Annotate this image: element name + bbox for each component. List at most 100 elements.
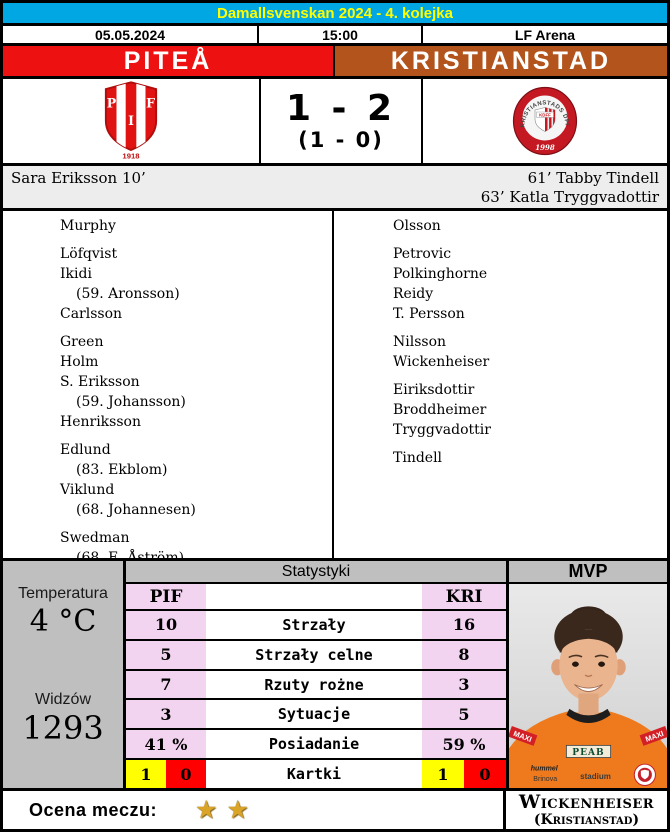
home-stat-value: 10: [126, 611, 206, 639]
sponsor-brinova: Brinova: [533, 776, 557, 783]
team-bar: PITEÅ KRISTIANSTAD: [3, 46, 667, 79]
away-stat-value: 8: [422, 640, 506, 669]
attendance-label: Widzów: [34, 691, 91, 708]
divider: [123, 561, 126, 788]
substitute-name: (83. Ekblom): [76, 462, 168, 478]
stat-label: Rzuty rożne: [264, 675, 364, 694]
away-stat-value: 3: [422, 670, 506, 699]
player-name: Petrovic: [393, 246, 452, 262]
substitute-name: (68. Johannesen): [76, 502, 196, 518]
away-scorer: 61’ Tabby Tindell: [527, 169, 659, 187]
away-scorers: 61’ Tabby Tindell 63’ Katla Tryggvadotti…: [481, 169, 659, 208]
substitute-name: (59. Aronsson): [76, 286, 180, 302]
away-stat-value: 59 %: [422, 730, 506, 759]
home-stat-value: 41 %: [126, 730, 206, 759]
lineup-divider: [332, 211, 334, 576]
away-team-name: KRISTIANSTAD: [335, 46, 667, 76]
away-logo-cell: KRISTIANSTADS DFF KDFF 1998: [423, 79, 667, 163]
fulltime-score: 1 - 2: [285, 88, 397, 129]
stat-label: Kartki: [286, 765, 342, 784]
halftime-score: (1 - 0): [298, 128, 384, 152]
match-date: 05.05.2024: [3, 26, 259, 43]
sponsor-hummel: hummel: [531, 766, 559, 773]
mvp-name-box: Wickenheiser (Kristianstad): [506, 791, 667, 829]
player-name: Henriksson: [60, 414, 141, 430]
bottom-section: Temperatura 4 °C Widzów 1293 Statystyki …: [3, 561, 667, 791]
away-logo-year: 1998: [535, 143, 555, 152]
mvp-photo: MAXI MAXI PEAB hummel Brinova stadium: [509, 584, 667, 788]
player-name: Edlund: [60, 442, 111, 458]
rating-row: Ocena meczu: ★ ★ Wickenheiser (Kristians…: [3, 791, 667, 829]
divider: [503, 791, 506, 829]
home-logo-letter-f: F: [146, 95, 155, 110]
player-name: Holm: [60, 354, 99, 370]
stat-row-corners: 7 Rzuty rożne 3: [126, 670, 506, 701]
mvp-title: MVP: [509, 561, 667, 584]
match-time: 15:00: [259, 26, 423, 43]
away-team-logo: KRISTIANSTADS DFF KDFF 1998: [512, 86, 578, 156]
away-scorer: 63’ Katla Tryggvadottir: [480, 188, 659, 206]
player-name: Nilsson: [393, 334, 447, 350]
player-name: Löfqvist: [60, 246, 118, 262]
home-scorer: Sara Eriksson 10’: [11, 169, 146, 187]
home-red-cards: 0: [166, 760, 206, 788]
away-cards: 1 0: [422, 760, 506, 788]
mvp-player-portrait: MAXI MAXI PEAB hummel Brinova stadium: [509, 584, 667, 788]
stat-label: Strzały celne: [255, 645, 373, 664]
home-lineup: Murphy Löfqvist Ikidi (59. Aronsson) Car…: [3, 211, 332, 576]
home-scorers: Sara Eriksson 10’: [11, 169, 146, 208]
home-logo-year: 1918: [122, 152, 140, 161]
player-name: Carlsson: [60, 306, 123, 322]
mvp-player-team: (Kristianstad): [533, 812, 640, 828]
score-row: P I F 1918 1 - 2 (1 - 0) KRISTIANSTADS D…: [3, 79, 667, 166]
home-stat-value: 7: [126, 670, 206, 699]
player-name: Broddheimer: [393, 402, 487, 418]
player-name: Swedman: [60, 530, 130, 546]
away-logo-shield-text: KDFF: [539, 112, 551, 117]
player-name: Polkinghorne: [393, 266, 488, 282]
home-abbr: PIF: [126, 584, 206, 609]
lineups: Murphy Löfqvist Ikidi (59. Aronsson) Car…: [3, 211, 667, 576]
player-name: Wickenheiser: [393, 354, 490, 370]
stat-row-shots: 10 Strzały 16: [126, 611, 506, 641]
player-name: Reidy: [393, 286, 434, 302]
home-cards: 1 0: [126, 760, 206, 788]
match-venue: LF Arena: [514, 26, 576, 43]
home-team-name: PITEÅ: [3, 46, 335, 76]
home-logo-letter-i: I: [128, 113, 134, 128]
match-rating: Ocena meczu: ★ ★: [3, 791, 503, 829]
home-logo-cell: P I F 1918: [3, 79, 261, 163]
score-cell: 1 - 2 (1 - 0): [261, 79, 423, 163]
player-name: Murphy: [60, 218, 116, 234]
star-icon: ★: [195, 795, 218, 824]
sponsor-stadium: stadium: [580, 772, 611, 781]
stat-label: Sytuacje: [277, 705, 351, 724]
home-team-logo: P I F 1918: [104, 81, 158, 161]
player-name: Ikidi: [60, 266, 92, 282]
stats-title: Statystyki: [126, 561, 506, 584]
mvp-player-name: Wickenheiser: [518, 791, 655, 813]
stat-label: Strzały: [282, 615, 346, 634]
home-stat-value: 3: [126, 700, 206, 729]
temperature-label: Temperatura: [18, 585, 108, 602]
star-icon: ★: [226, 795, 249, 824]
away-stat-value: 16: [422, 611, 506, 639]
temperature-value: 4 °C: [29, 604, 97, 639]
player-name: Viklund: [60, 482, 115, 498]
player-name: T. Persson: [393, 306, 465, 322]
substitute-name: (59. Johansson): [76, 394, 186, 410]
meta-row: 05.05.2024 15:00 LF Arena: [3, 26, 667, 46]
scorers-row: Sara Eriksson 10’ 61’ Tabby Tindell 63’ …: [3, 166, 667, 211]
player-name: Green: [60, 334, 104, 350]
match-info-panel: Temperatura 4 °C Widzów 1293: [3, 561, 123, 788]
away-red-cards: 0: [464, 760, 506, 788]
away-stat-value: 5: [422, 700, 506, 729]
player-name: Tryggvadottir: [393, 422, 491, 438]
stat-row-shots-on-target: 5 Strzały celne 8: [126, 640, 506, 671]
player-name: Tindell: [393, 450, 443, 466]
attendance-value: 1293: [22, 709, 104, 747]
stat-row-chances: 3 Sytuacje 5: [126, 700, 506, 731]
stat-row-cards: 1 0 Kartki 1 0: [126, 760, 506, 788]
stat-row-possession: 41 % Posiadanie 59 %: [126, 730, 506, 761]
